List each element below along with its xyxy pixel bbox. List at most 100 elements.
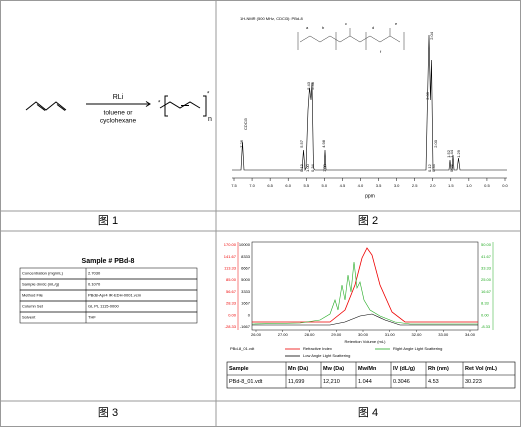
x-tick-label: 31.00 [385, 332, 396, 337]
x-tick-label: 0.0 [502, 183, 508, 188]
table-cell: 11,699 [288, 379, 304, 385]
ra-tick-label: -8.33 [481, 324, 491, 329]
caption: 图 1 [98, 214, 118, 227]
table-key: Sample dn/dc (mL/g) [22, 282, 60, 287]
x-tick-label: 33.00 [438, 332, 449, 337]
nmr-title: 1H-NMR (500 MHz, CDCl3): PBd-8 [240, 16, 303, 21]
x-tick-label: 2.0 [430, 183, 436, 188]
peak-label: 1.44 [449, 149, 454, 158]
integral-label: 0.13 [299, 163, 304, 172]
ri-tick-label: 56.67 [226, 289, 237, 294]
integral-label: 0.34 [310, 163, 315, 172]
x-tick-label: 6.5 [267, 183, 273, 188]
ra-curve [251, 261, 478, 325]
table-key: Concentration (mg/mL) [22, 271, 64, 276]
x-axis-label: Retention Volume (mL) [345, 339, 387, 344]
ls-tick-label: 5000 [241, 277, 251, 282]
svg-text:b: b [322, 25, 325, 30]
x-tick-label: 27.00 [278, 332, 289, 337]
ri-tick-label: -28.33 [225, 324, 237, 329]
plot-area [251, 241, 479, 331]
table-header: Sample [229, 366, 249, 372]
ra-tick-label: 41.67 [481, 254, 492, 259]
table-cell: PBd-8_01.vdt [229, 379, 263, 385]
ri-curve [252, 247, 478, 323]
x-tick-label: 4.0 [358, 183, 364, 188]
x-tick-label: 1.0 [466, 183, 472, 188]
ls-tick-label: 6667 [241, 265, 251, 270]
table-header: Mw (Da) [323, 366, 344, 372]
table-cell: 1.044 [358, 379, 372, 385]
table-header: IV (dL/g) [393, 366, 415, 372]
x-tick-label: 32.00 [411, 332, 422, 337]
legend-entry: Right Angle Light Scattering [393, 346, 442, 351]
caption: 图 2 [358, 214, 378, 227]
x-tick-label: 3.0 [394, 183, 400, 188]
peak-label: 7.26 [239, 139, 244, 148]
x-tick-label: 7.5 [231, 183, 237, 188]
table-cell: 0.3046 [393, 379, 410, 385]
ra-tick-label: 50.00 [481, 242, 492, 247]
ra-tick-label: 16.67 [481, 289, 492, 294]
table-key: Solvent [22, 315, 36, 320]
x-tick-label: 1.5 [448, 183, 454, 188]
legend-entry: Low Angle Light Scattering [303, 353, 350, 358]
reaction-scheme [25, 95, 207, 117]
peak-label: 5.38 [310, 81, 315, 90]
ri-tick-label: 170.00 [224, 242, 237, 247]
x-tick-label: 6.0 [285, 183, 291, 188]
peak-label: 2.00 [433, 139, 438, 148]
table-key: Column Set [22, 304, 44, 309]
ri-tick-label: 113.33 [224, 265, 237, 270]
x-tick-label: 2.5 [412, 183, 418, 188]
ls-curve [252, 313, 478, 326]
peak-label: 2.09 [425, 91, 430, 100]
integral-label: 0.25 [449, 163, 454, 172]
x-tick-label: 34.00 [465, 332, 476, 337]
svg-text:a: a [306, 25, 309, 30]
ls-tick-label: 0 [248, 312, 251, 317]
table-cell: 12,210 [323, 379, 340, 385]
ls-tick-label: 3333 [241, 289, 251, 294]
end-group: * [207, 92, 210, 98]
file-name: PBd-8_01.vdt [230, 346, 255, 351]
ra-tick-label: 8.33 [481, 301, 490, 306]
solvent-label: CDCl3 [243, 117, 248, 130]
integral-label: 0.12 [427, 163, 432, 172]
repeat-unit: n [208, 116, 212, 123]
table-cell: 4.53 [428, 379, 439, 385]
table-value: 2.7030 [88, 271, 101, 276]
solvent: toluene or [104, 110, 134, 117]
x-tick-label: 28.00 [304, 332, 315, 337]
table-value: THF [88, 315, 96, 320]
x-tick-label: 5.5 [303, 183, 309, 188]
table-cell: 30.223 [465, 379, 482, 385]
table-header: Ret Vol (mL) [465, 366, 497, 372]
table-header: Mn (Da) [288, 366, 308, 372]
solvent: cyclohexane [100, 118, 137, 125]
ri-tick-label: 141.67 [224, 254, 237, 259]
table-header: Rh (nm) [428, 366, 449, 372]
ri-tick-label: 28.33 [226, 301, 237, 306]
x-axis-label: ppm [365, 193, 375, 199]
ri-tick-label: 85.00 [226, 277, 237, 282]
peak-label: 2.04 [429, 31, 434, 40]
x-tick-label: 29.00 [331, 332, 342, 337]
x-tick-label: 7.0 [249, 183, 255, 188]
svg-text:e: e [395, 21, 398, 26]
table-value: 0.1070 [88, 282, 101, 287]
table-header: Mw/Mn [358, 366, 377, 372]
structure [297, 28, 405, 50]
table-value: GL PL 1115-0000 [88, 304, 119, 309]
x-tick-label: 26.00 [251, 332, 262, 337]
ls-tick-label: 1667 [241, 301, 251, 306]
ri-tick-label: 0.00 [228, 312, 237, 317]
ra-tick-label: 33.33 [481, 265, 492, 270]
reagent: RLi [113, 94, 124, 101]
svg-text:d: d [372, 25, 374, 30]
svg-text:f: f [380, 49, 382, 54]
x-tick-label: 5.0 [322, 183, 328, 188]
peak-label: 1.29 [456, 149, 461, 158]
peak-label: 4.98 [321, 139, 326, 148]
